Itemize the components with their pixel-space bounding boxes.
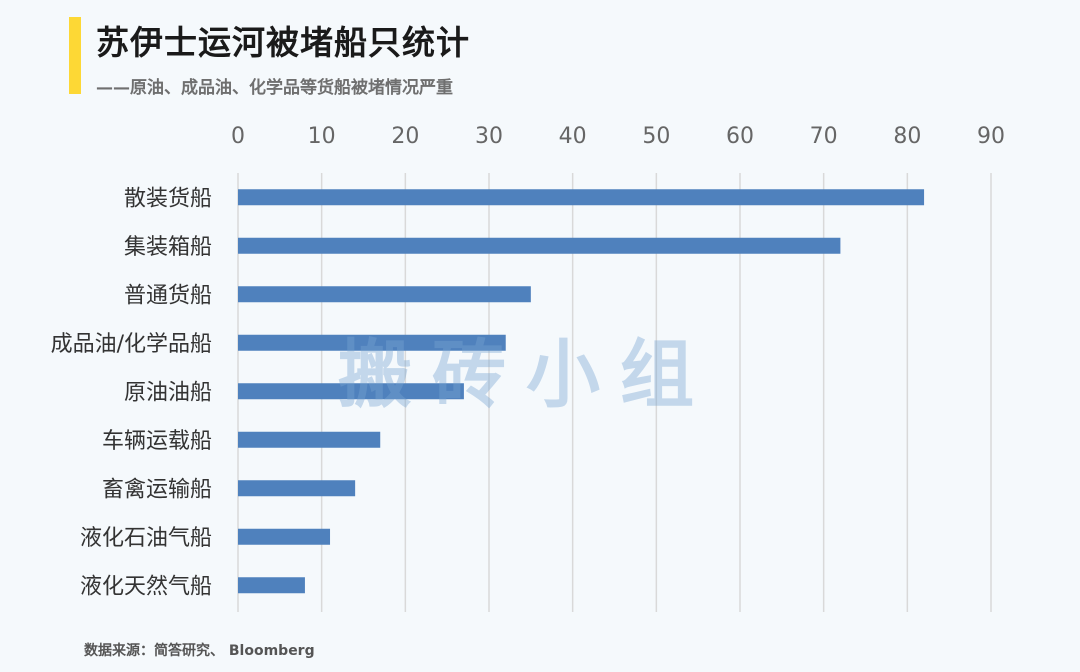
x-tick-label: 70 bbox=[810, 124, 838, 149]
bar bbox=[238, 480, 356, 497]
bar bbox=[238, 334, 506, 351]
x-tick-label: 90 bbox=[977, 124, 1005, 149]
category-label: 普通货船 bbox=[124, 283, 212, 308]
chart-subtitle: ——原油、成品油、化学品等货船被堵情况严重 bbox=[96, 78, 453, 98]
title-accent-bar bbox=[69, 17, 81, 94]
bar bbox=[238, 431, 381, 448]
bar bbox=[238, 237, 841, 254]
category-label: 原油油船 bbox=[124, 380, 212, 405]
x-tick-label: 20 bbox=[391, 124, 419, 149]
bar bbox=[238, 383, 464, 400]
source-note: 数据来源：简答研究、 Bloomberg bbox=[84, 643, 315, 659]
bar bbox=[238, 528, 331, 545]
bar bbox=[238, 577, 305, 594]
watermark-text: 搬砖小组 bbox=[338, 332, 714, 418]
category-label: 集装箱船 bbox=[124, 235, 212, 260]
category-label: 液化天然气船 bbox=[80, 574, 212, 599]
category-label: 成品油/化学品船 bbox=[51, 332, 212, 357]
x-tick-label: 10 bbox=[308, 124, 336, 149]
category-label: 散装货船 bbox=[124, 186, 212, 211]
x-tick-label: 60 bbox=[726, 124, 754, 149]
chart-title: 苏伊士运河被堵船只统计 bbox=[96, 23, 470, 62]
category-label: 车辆运载船 bbox=[102, 429, 212, 454]
x-tick-label: 0 bbox=[231, 124, 245, 149]
bar bbox=[238, 189, 925, 206]
x-tick-label: 40 bbox=[559, 124, 587, 149]
category-label: 液化石油气船 bbox=[80, 526, 212, 551]
category-label: 畜禽运输船 bbox=[102, 477, 212, 502]
x-tick-label: 30 bbox=[475, 124, 503, 149]
bar bbox=[238, 286, 531, 303]
x-tick-label: 50 bbox=[642, 124, 670, 149]
x-tick-label: 80 bbox=[893, 124, 921, 149]
